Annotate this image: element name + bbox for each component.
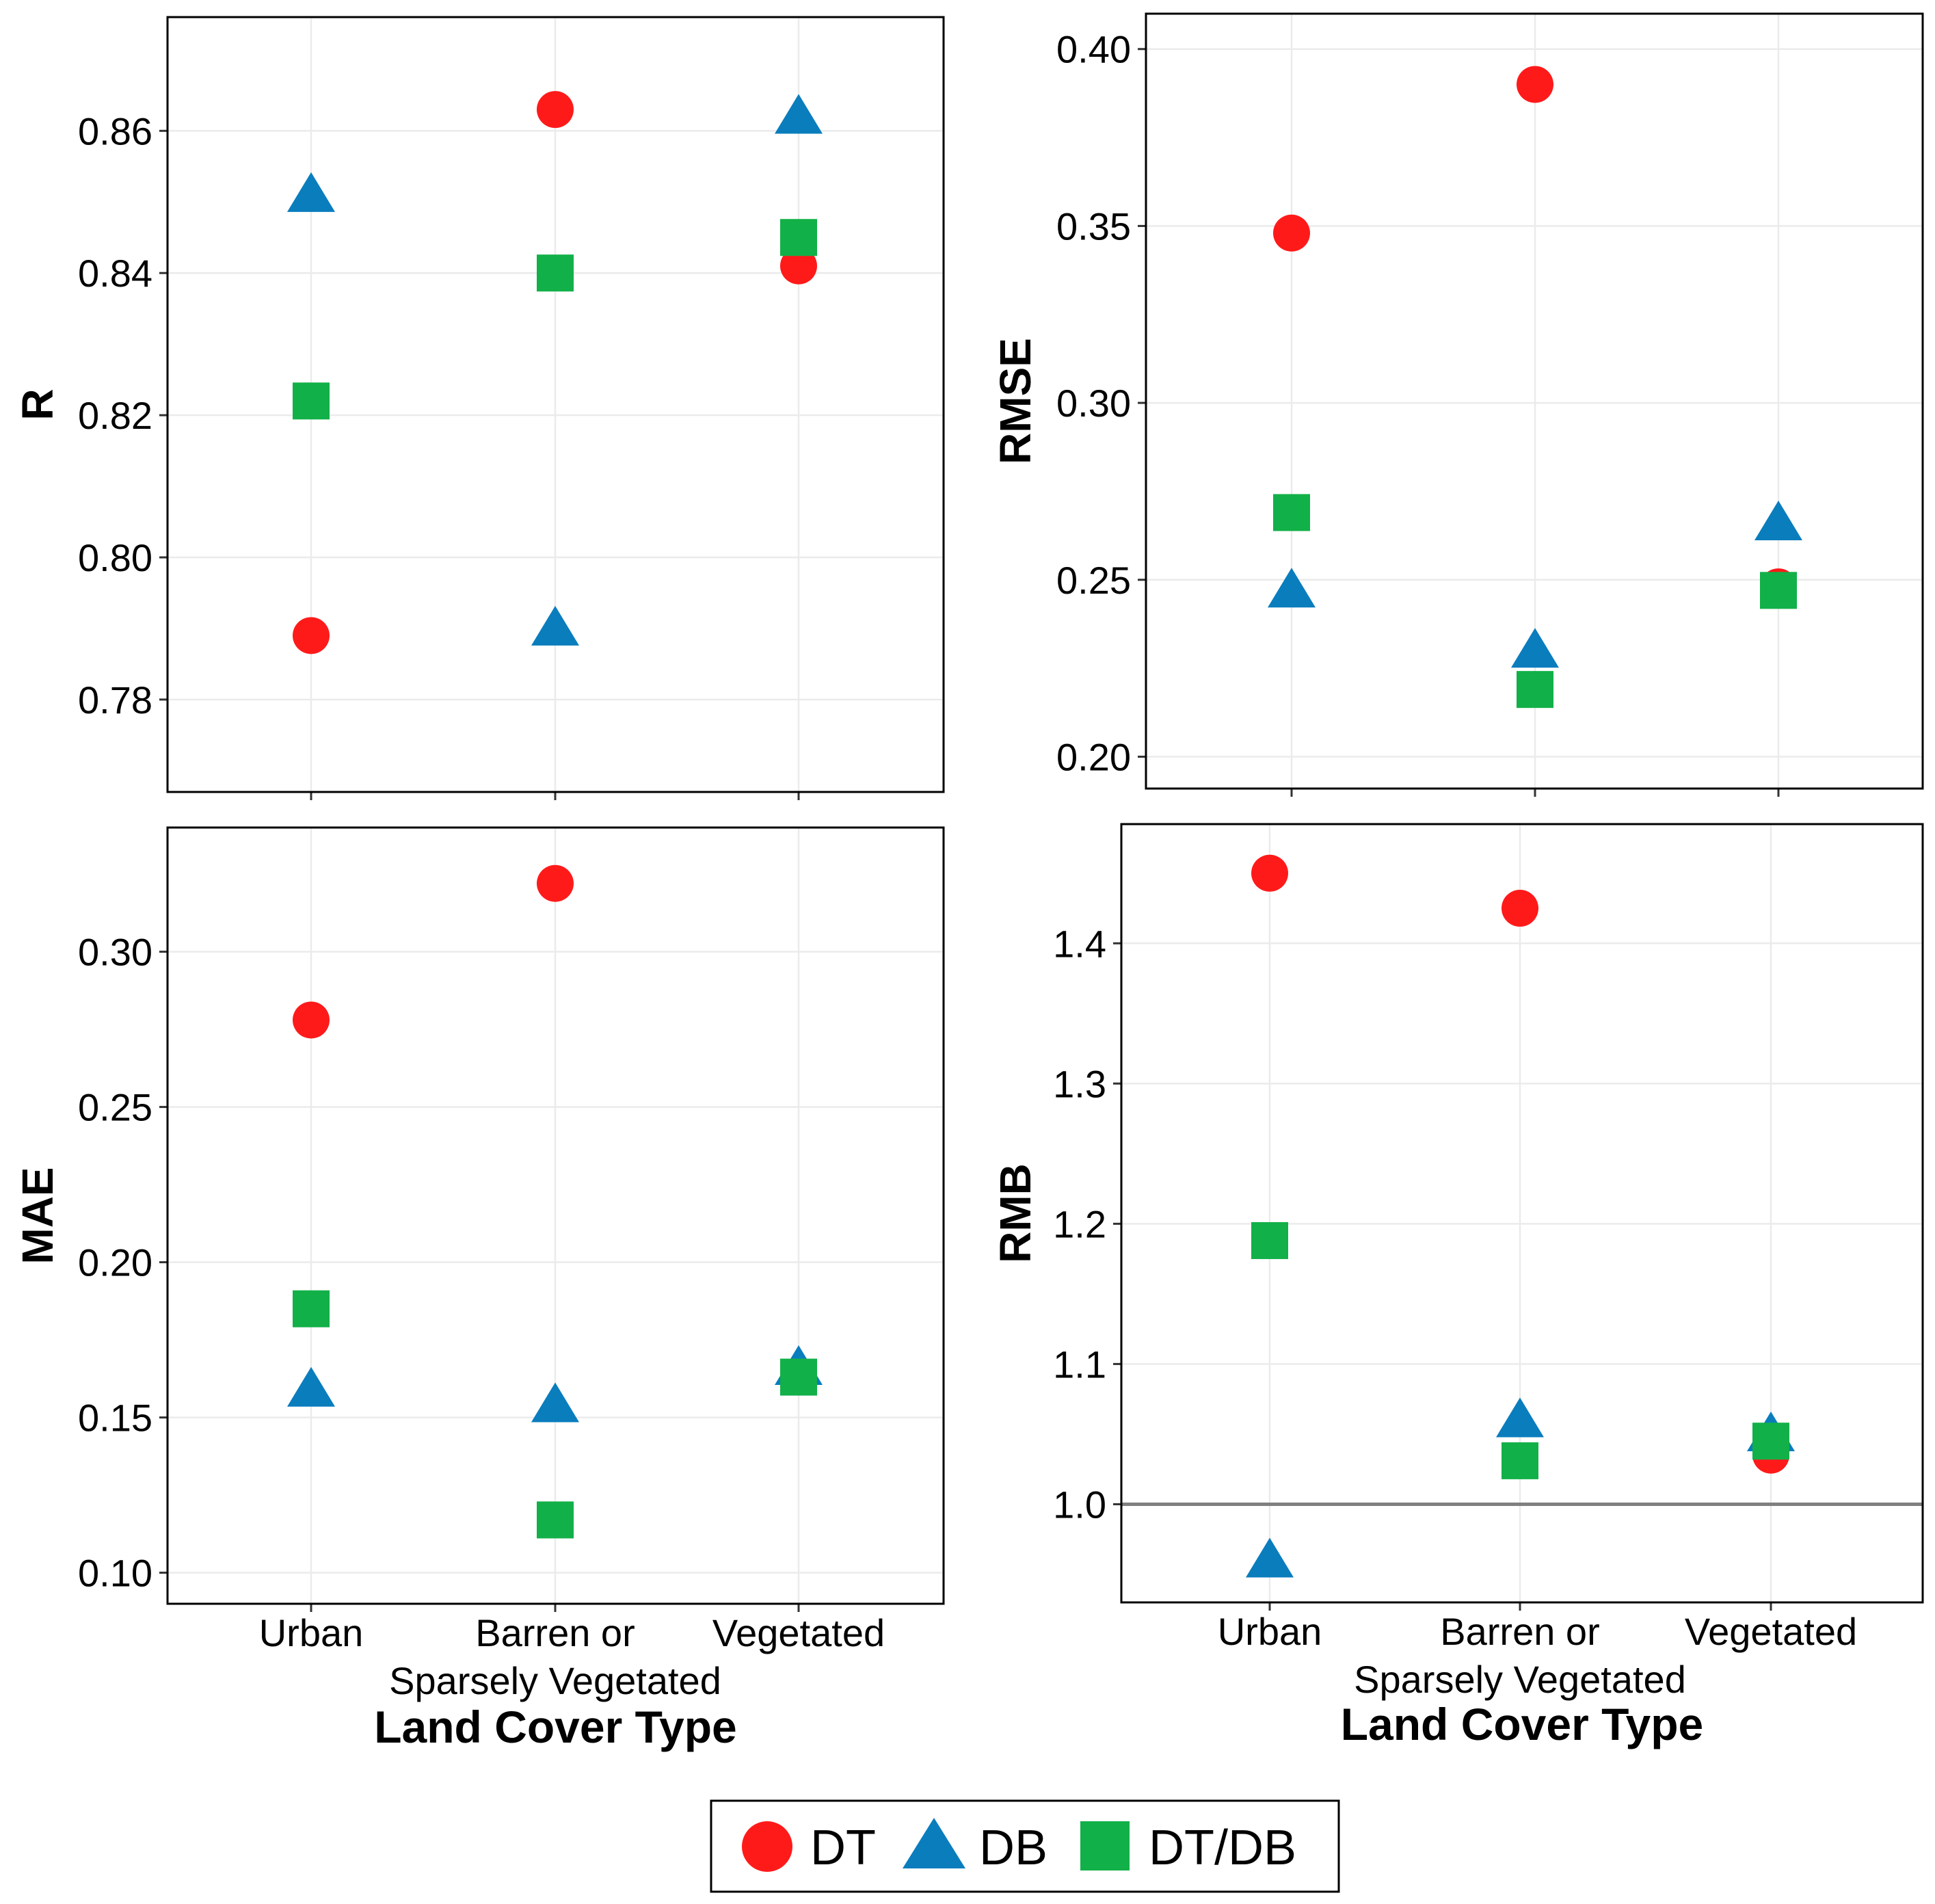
panel-border (1145, 12, 1924, 790)
point-dtdb-r (293, 382, 330, 420)
point-dtdb-r (537, 254, 574, 292)
panel-border (166, 826, 945, 1605)
legend-label-dtdb: DT/DB (1149, 1821, 1296, 1875)
x-tick-label: Vegetated (712, 1611, 885, 1654)
y-axis-label: RMSE (991, 338, 1040, 464)
legend-key-dtdb-square (1080, 1821, 1130, 1870)
point-db-r (531, 605, 579, 646)
panel-rmb: 1.0 1.1 1.2 1.3 1.4 Urban Barren or Sparsely Ve… (991, 823, 1924, 1749)
point-dt-rmb (1251, 854, 1288, 892)
point-db-r (287, 172, 335, 212)
x-tick-label: Urban (1218, 1610, 1322, 1653)
point-db-rmb (1496, 1397, 1544, 1438)
y-tick-label: 1.1 (1053, 1343, 1106, 1386)
legend-label-db: DB (979, 1821, 1047, 1875)
legend-key-dt-circle (742, 1821, 792, 1872)
point-dtdb-mae (780, 1358, 817, 1396)
point-dt-rmse (1273, 214, 1310, 252)
point-dtdb-rmb (1502, 1442, 1538, 1479)
point-dt-mae (293, 1001, 330, 1039)
panel-rmse: 0.20 0.25 0.30 0.35 0.40 RMSE (991, 12, 1924, 797)
x-tick-label: Barren or Sparsely Vegetated (389, 1611, 721, 1702)
panel-border (1120, 823, 1924, 1604)
x-tick-label: Urban (259, 1611, 364, 1654)
x-axis-label: Land Cover Type (374, 1702, 737, 1752)
x-tick-label: Vegetated (1685, 1610, 1857, 1653)
point-db-rmse (1754, 500, 1802, 540)
point-db-mae (287, 1366, 335, 1407)
y-tick-label: 0.30 (78, 931, 152, 974)
point-dtdb-mae (293, 1290, 330, 1327)
panel-background (1121, 824, 1923, 1602)
point-db-rmb (1246, 1537, 1294, 1578)
y-axis-label: R (13, 388, 62, 420)
point-db-rmse (1268, 568, 1316, 608)
panel-r: 0.78 0.80 0.82 0.84 0.86 R (13, 16, 945, 800)
point-dt-rmb (1502, 890, 1538, 927)
point-dtdb-mae (537, 1501, 574, 1539)
y-tick-label: 0.80 (78, 536, 152, 579)
y-tick-label: 0.84 (78, 252, 152, 295)
legend-label-dt: DT (810, 1821, 876, 1875)
panel-border (166, 16, 945, 793)
point-dt-rmse (1517, 66, 1553, 103)
legend-key-db-triangle (903, 1818, 965, 1868)
point-dt-mae (537, 864, 574, 902)
y-tick-label: 0.86 (78, 109, 152, 153)
y-tick-label: 0.15 (78, 1397, 152, 1440)
y-tick-label: 0.10 (78, 1552, 152, 1595)
point-db-r (775, 94, 823, 134)
y-tick-label: 0.20 (1056, 735, 1131, 778)
y-axis-label: MAE (13, 1167, 62, 1264)
point-db-mae (531, 1382, 579, 1423)
x-axis-label: Land Cover Type (1341, 1699, 1704, 1749)
point-dt-r (537, 91, 574, 129)
y-tick-label: 0.20 (78, 1241, 152, 1284)
y-tick-label: 1.3 (1053, 1062, 1106, 1105)
panel-mae: 0.10 0.15 0.20 0.25 0.30 Urban Barren or Sparse… (13, 826, 945, 1752)
y-tick-label: 0.30 (1056, 382, 1131, 425)
y-tick-label: 0.82 (78, 394, 152, 437)
y-tick-label: 0.25 (1056, 559, 1131, 602)
y-tick-label: 0.78 (78, 678, 152, 722)
point-db-rmse (1511, 628, 1559, 668)
y-tick-label: 0.25 (78, 1086, 152, 1129)
y-tick-label: 1.2 (1053, 1202, 1106, 1245)
y-tick-label: 1.0 (1053, 1483, 1106, 1526)
y-tick-label: 0.35 (1056, 204, 1131, 248)
y-tick-label: 1.4 (1053, 922, 1106, 965)
point-dtdb-rmb (1251, 1221, 1288, 1259)
legend-frame (710, 1799, 1340, 1893)
point-dt-r (780, 247, 817, 285)
point-dtdb-rmse (1517, 671, 1553, 709)
x-tick-label: Barren or Sparsely Vegetated (1354, 1610, 1686, 1701)
y-axis-label: RMB (991, 1163, 1040, 1263)
point-dtdb-rmse (1273, 494, 1310, 531)
point-dtdb-r (780, 219, 817, 256)
point-dtdb-rmb (1752, 1423, 1789, 1460)
point-dt-r (293, 617, 330, 654)
legend: DT DB DT/DB (710, 1799, 1340, 1893)
y-tick-label: 0.40 (1056, 28, 1131, 71)
point-dtdb-rmse (1760, 572, 1797, 609)
